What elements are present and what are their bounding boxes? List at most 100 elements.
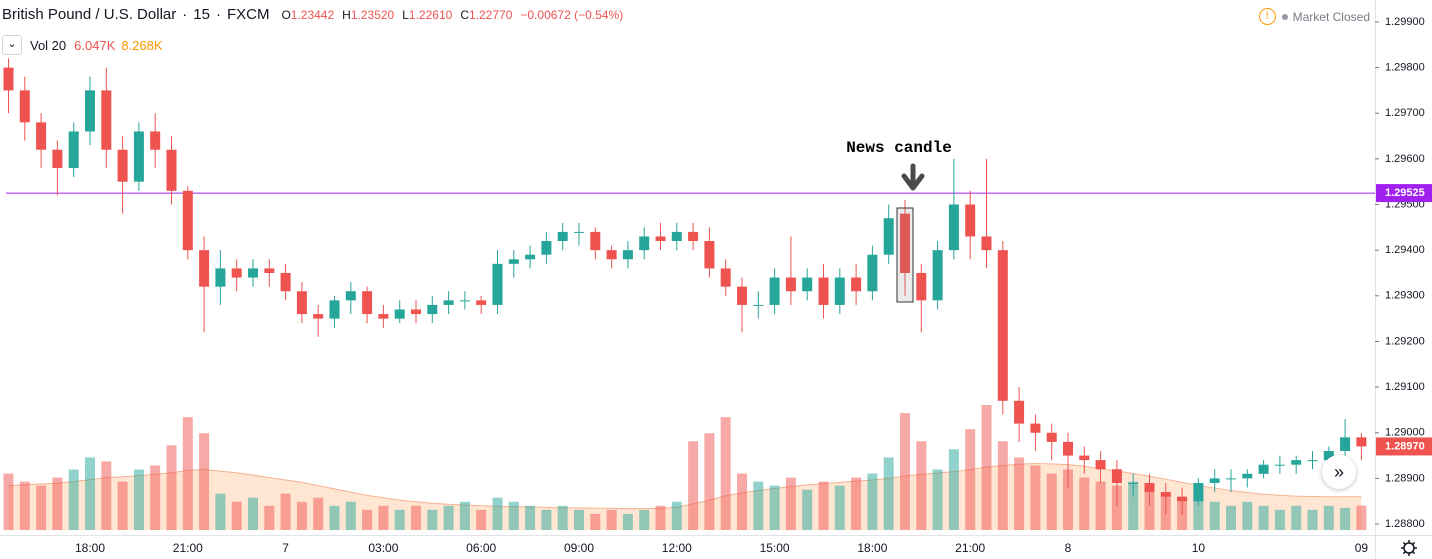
settings-button[interactable] (1401, 540, 1417, 556)
candle-body (296, 291, 307, 315)
candle-body (590, 231, 601, 251)
candle-body (133, 131, 144, 182)
legend-header: British Pound / U.S. Dollar · 15 · FXCM … (2, 6, 623, 23)
volume-bar (574, 509, 584, 530)
volume-bar (590, 513, 601, 530)
volume-bar (19, 481, 30, 530)
candle-body (427, 304, 438, 315)
x-tick-label: 03:00 (368, 541, 398, 555)
volume-bar (900, 413, 910, 530)
volume-bar (85, 457, 95, 530)
volume-bar (1144, 489, 1155, 530)
volume-value: 6.047K (74, 37, 116, 53)
volume-bar (737, 473, 747, 530)
volume-ma-value: 8.268K (121, 37, 163, 53)
volume-bar (769, 485, 780, 530)
candle-body (753, 304, 764, 306)
volume-bar (948, 449, 959, 530)
volume-bar (264, 505, 275, 530)
volume-bar (1356, 505, 1367, 530)
y-tick-label: 1.29000 (1385, 427, 1425, 439)
volume-bar (932, 469, 943, 530)
candle-body (997, 250, 1008, 401)
source: FXCM (226, 6, 270, 23)
collapse-button[interactable]: ⌄ (2, 35, 22, 55)
candle-body (606, 250, 617, 260)
y-tick-label: 1.29800 (1385, 61, 1425, 73)
candle-body (932, 250, 943, 301)
volume-bar (981, 405, 992, 530)
volume-bar (362, 509, 373, 530)
candle-body (704, 241, 715, 269)
symbol-title: British Pound / U.S. Dollar (2, 6, 177, 23)
volume-bar (476, 509, 487, 530)
price-tag-label: 1.28970 (1385, 440, 1425, 452)
candle-body (541, 241, 552, 255)
candle-body (867, 254, 878, 292)
volume-bar (117, 481, 128, 530)
volume-bar (3, 473, 14, 530)
y-tick-label: 1.28900 (1385, 472, 1425, 484)
volume-bar (1323, 505, 1334, 530)
scroll-to-realtime-button[interactable]: » (1322, 455, 1356, 489)
candle-body (802, 277, 813, 292)
x-tick-label: 15:00 (760, 541, 790, 555)
y-tick-label: 1.29300 (1385, 290, 1425, 302)
candle-body (1079, 455, 1090, 461)
volume-bar (313, 497, 324, 530)
volume-bar (133, 469, 144, 530)
candle-body (818, 277, 829, 305)
ohlc-value: 1.23520 (350, 7, 395, 22)
separator: · (182, 6, 188, 23)
volume-bar (720, 417, 731, 530)
volume-bar (199, 433, 210, 530)
candle-body (443, 300, 454, 305)
volume-bar (1226, 505, 1236, 530)
volume-bar (606, 509, 617, 530)
volume-bar (622, 513, 633, 530)
volume-bar (1340, 507, 1351, 530)
volume-bar (1030, 465, 1041, 530)
x-tick-label: 18:00 (75, 541, 105, 555)
x-tick-label: 10 (1192, 541, 1206, 555)
volume-bar (52, 477, 63, 530)
candle-body (492, 263, 503, 305)
volume-bar (916, 441, 927, 530)
volume-bar (1307, 509, 1318, 530)
candle-body (948, 204, 959, 251)
ohlc-change: −0.00672 (−0.54%) (520, 7, 624, 22)
volume-ma-area (8, 463, 1362, 530)
candle-body (85, 90, 95, 132)
volume-bar (68, 469, 79, 530)
candle-body (3, 67, 14, 91)
volume-bar (883, 457, 894, 530)
volume-bar (1258, 505, 1269, 530)
candle-body (117, 149, 128, 182)
x-tick-label: 21:00 (173, 541, 203, 555)
candle-body (1307, 460, 1318, 462)
candle-body (362, 291, 373, 315)
candle-body (1340, 437, 1351, 452)
volume-bar (639, 509, 650, 530)
candle-body (688, 231, 699, 242)
candle-body (622, 250, 633, 260)
candle-body (1291, 460, 1302, 465)
volume-bar (1111, 485, 1122, 530)
ohlc-item: L1.22610 (402, 8, 452, 22)
volume-bar (655, 505, 666, 530)
x-tick-label: 09 (1355, 541, 1369, 555)
candle-body (378, 314, 389, 319)
candle-body (720, 268, 731, 287)
volume-bar (818, 481, 829, 530)
volume-bar (36, 485, 47, 530)
candle-body (1242, 473, 1253, 479)
interval: 15 (193, 6, 210, 23)
candle-body (1356, 437, 1367, 447)
y-tick-label: 1.29600 (1385, 153, 1425, 165)
ohlc-value: 1.22770 (468, 7, 513, 22)
candle-body (459, 300, 470, 302)
candle-body (68, 131, 79, 168)
candle-body (329, 300, 340, 319)
